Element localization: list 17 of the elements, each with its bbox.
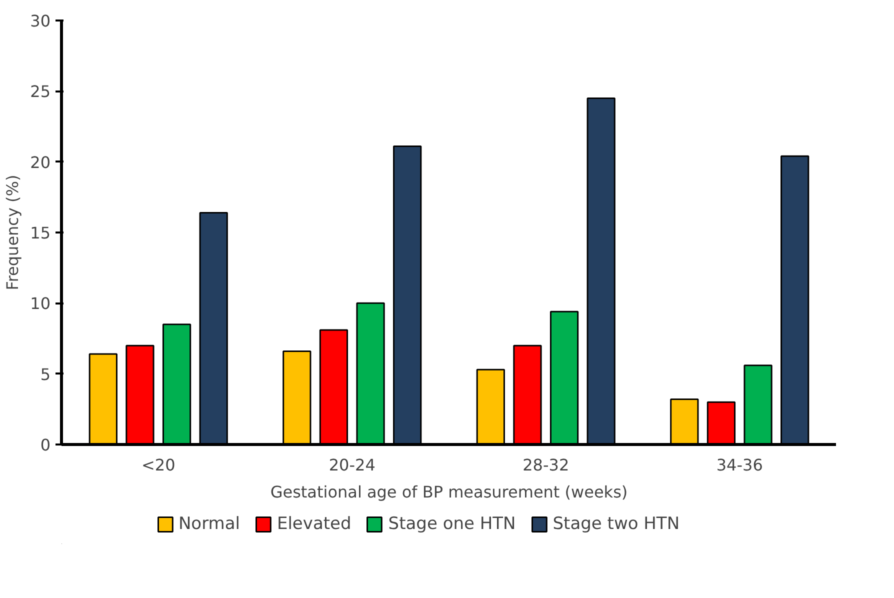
y-tick-label: 5 (40, 364, 51, 384)
legend-label: Normal (178, 514, 240, 534)
x-tick-label: 34-36 (716, 456, 763, 474)
legend-label: Elevated (276, 514, 352, 534)
y-tick-label: 15 (30, 224, 50, 242)
legend-label: Stage two HTN (552, 514, 680, 534)
x-tick-label: 20-24 (328, 456, 376, 474)
legend-label: Stage one HTN (388, 514, 516, 534)
y-axis-title: Frequency (%) (3, 174, 22, 290)
y-tick-label: 25 (30, 82, 50, 102)
y-tick-label: 30 (30, 12, 50, 30)
y-tick-label: 20 (30, 152, 50, 172)
y-tick-label: 10 (30, 294, 50, 314)
x-tick-label: <20 (141, 456, 176, 474)
x-tick-label: 28-32 (522, 456, 570, 474)
x-axis-title: Gestational age of BP measurement (weeks) (270, 482, 628, 502)
y-tick-label: 0 (40, 436, 51, 454)
